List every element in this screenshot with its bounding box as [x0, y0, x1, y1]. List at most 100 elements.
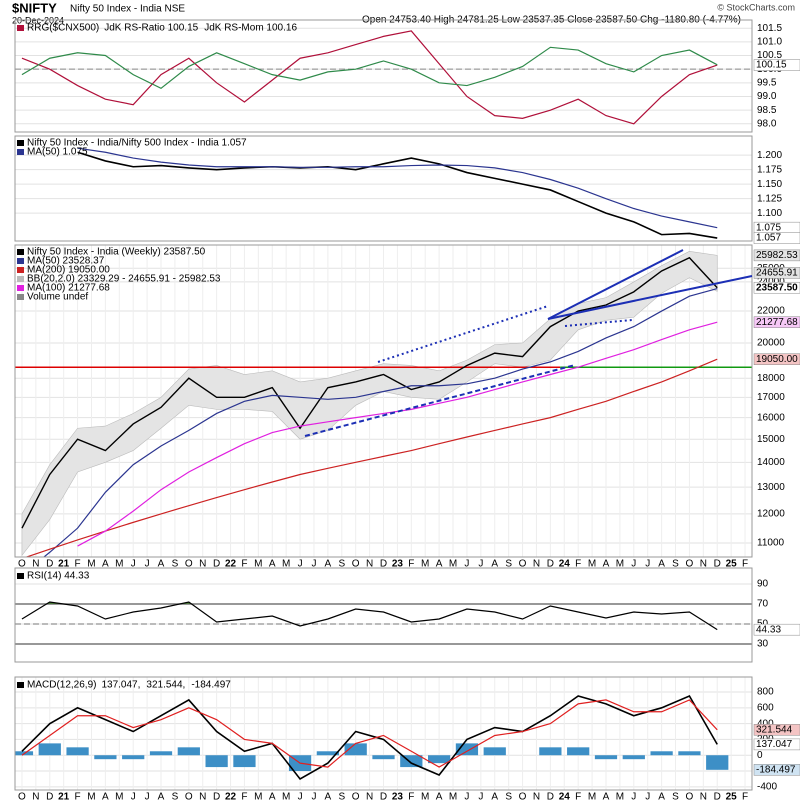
histogram-bar — [427, 755, 451, 764]
x-tick-label: J — [145, 792, 150, 800]
x-tick-label: N — [366, 792, 373, 800]
legend-entry: 321.544, — [146, 680, 185, 691]
value-tag-label: 1.075 — [756, 222, 781, 233]
x-tick-label: 22 — [225, 792, 237, 800]
bollinger-band — [21, 250, 718, 557]
x-tick-label: 21 — [58, 792, 70, 800]
trendline — [564, 319, 633, 327]
x-tick-label: 24 — [559, 559, 571, 570]
legend-entry: -184.497 — [191, 680, 231, 691]
series-line — [77, 151, 718, 239]
panel-frame — [14, 19, 753, 133]
x-tick-label: J — [478, 559, 483, 570]
legend-swatch — [17, 25, 24, 31]
histogram-bar — [706, 755, 729, 770]
x-tick-label: A — [158, 559, 165, 570]
value-tag — [753, 316, 800, 328]
panel — [15, 677, 752, 790]
x-tick-label: F — [408, 559, 414, 570]
y-tick-label: 1.100 — [757, 208, 782, 219]
value-tag-label: 100.15 — [756, 60, 787, 71]
y-tick-label: 15000 — [757, 434, 785, 445]
x-tick-label: D — [213, 792, 220, 800]
x-tick-label: M — [449, 792, 457, 800]
histogram-bar — [344, 743, 367, 756]
histogram-bar — [372, 755, 395, 760]
x-tick-label: 22 — [225, 559, 237, 570]
x-tick-label: A — [325, 559, 332, 570]
value-tag-label: 44.33 — [756, 624, 781, 635]
x-tick-label: O — [352, 559, 360, 570]
x-tick-label: A — [158, 792, 165, 800]
x-tick-label: N — [533, 792, 540, 800]
x-tick-label: N — [32, 792, 39, 800]
x-tick-label: M — [282, 559, 290, 570]
series-line — [43, 287, 718, 557]
x-tick-label: J — [631, 792, 636, 800]
x-tick-label: J — [645, 559, 650, 570]
x-tick-label: S — [505, 792, 512, 800]
value-tag-label: 21277.68 — [756, 317, 798, 328]
x-tick-label: A — [603, 792, 610, 800]
x-tick-label: M — [87, 559, 95, 570]
series-line — [21, 601, 718, 631]
y-tick-label: 1.175 — [757, 164, 782, 175]
x-tick-label: A — [603, 559, 610, 570]
histogram-bar — [38, 743, 61, 756]
x-tick-label: M — [115, 792, 123, 800]
x-tick-label: M — [87, 792, 95, 800]
chart-title: $NIFTY — [12, 0, 57, 15]
x-tick-label: D — [714, 792, 721, 800]
histogram-bar — [539, 747, 562, 756]
value-tag-label: -184.497 — [756, 764, 796, 775]
histogram-bar — [205, 755, 228, 768]
x-tick-label: M — [282, 792, 290, 800]
x-tick-label: 23 — [392, 559, 404, 570]
y-tick-label: 22000 — [757, 306, 785, 317]
histogram-bar — [594, 755, 618, 760]
x-tick-label: O — [686, 559, 694, 570]
x-tick-label: D — [380, 792, 387, 800]
legend-swatch — [17, 249, 24, 255]
histogram-bar — [678, 751, 701, 756]
x-tick-label: M — [588, 559, 596, 570]
value-tag-label: 1.057 — [756, 233, 781, 244]
x-tick-label: N — [700, 792, 707, 800]
y-tick-label: 98.0 — [757, 118, 777, 129]
x-tick-label: F — [75, 559, 81, 570]
x-tick-label: D — [46, 559, 53, 570]
panel — [15, 245, 752, 557]
legend-entry: BB(20,2.0) 23329.29 - 24655.91 - 25982.5… — [27, 274, 221, 285]
x-tick-label: N — [199, 559, 206, 570]
x-tick-label: N — [199, 792, 206, 800]
legend-swatch — [17, 258, 24, 264]
x-tick-label: S — [505, 559, 512, 570]
x-tick-label: A — [658, 559, 665, 570]
series-line — [24, 358, 718, 557]
histogram-bar — [316, 751, 340, 756]
histogram-bar — [483, 747, 506, 756]
y-tick-label: 0 — [757, 750, 763, 761]
histogram-bar — [177, 747, 200, 756]
legend-entry: 137.047, — [101, 680, 140, 691]
y-tick-label: 400 — [757, 718, 774, 729]
histogram-bar — [455, 743, 479, 756]
x-tick-label: J — [298, 559, 303, 570]
value-tag — [753, 738, 800, 751]
y-tick-label: 11000 — [757, 538, 785, 549]
x-tick-label: A — [269, 559, 276, 570]
x-tick-label: F — [241, 792, 247, 800]
series-line — [77, 321, 718, 547]
panel-frame — [14, 676, 753, 791]
value-tag-label: 321.544 — [756, 724, 793, 735]
x-tick-label: M — [421, 559, 429, 570]
trendline — [304, 364, 576, 437]
trendline — [547, 275, 753, 320]
x-tick-label: A — [269, 792, 276, 800]
legend-entry: MA(50) 1.075 — [27, 147, 88, 158]
legend-swatch — [17, 285, 24, 291]
x-tick-label: O — [519, 559, 527, 570]
histogram-bar — [66, 747, 89, 756]
panel — [15, 147, 752, 239]
x-tick-label: 25 — [726, 559, 738, 570]
